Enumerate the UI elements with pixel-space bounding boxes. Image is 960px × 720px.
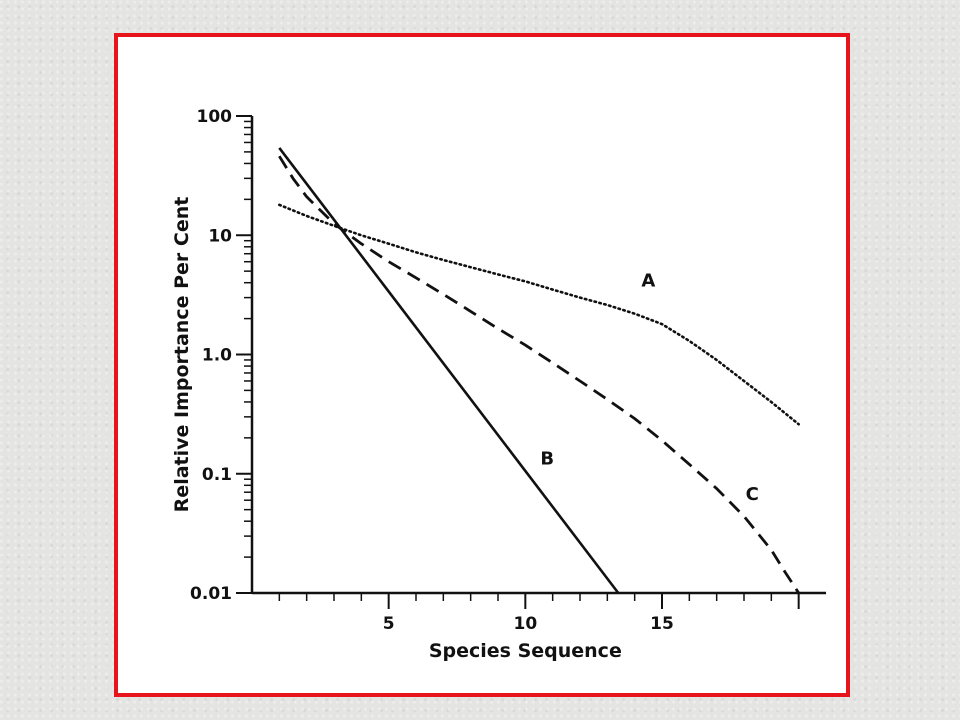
chart-frame: 100 10 1.0 0.1 0.01 5 10 15 A B C Species Sequen… [114, 33, 850, 697]
y-tick-label: 0.1 [202, 465, 232, 485]
x-tick-label: 15 [650, 614, 674, 634]
x-axis-title: Species Sequence [429, 640, 622, 662]
series-label-b: B [540, 448, 554, 469]
chart-svg: 100 10 1.0 0.1 0.01 5 10 15 A B C Species Sequen… [171, 107, 826, 662]
series-line-c [278, 155, 800, 594]
x-tick-label: 5 [383, 614, 395, 634]
x-tick-label: 10 [513, 614, 537, 634]
y-axis-title: Relative Importance Per Cent [171, 197, 193, 513]
series-line-a [278, 203, 800, 426]
y-ticks: 100 10 1.0 0.1 0.01 [190, 107, 252, 604]
series-label-c: C [746, 484, 759, 505]
series-labels: A B C [540, 271, 758, 505]
y-tick-label: 1.0 [202, 346, 232, 366]
y-tick-label: 0.01 [190, 584, 232, 604]
y-tick-label: 10 [208, 226, 232, 246]
series-line-b [278, 147, 620, 594]
x-ticks: 5 10 15 [278, 593, 800, 634]
series-label-a: A [641, 271, 655, 292]
series-layer [278, 147, 800, 594]
y-tick-label: 100 [197, 107, 233, 127]
